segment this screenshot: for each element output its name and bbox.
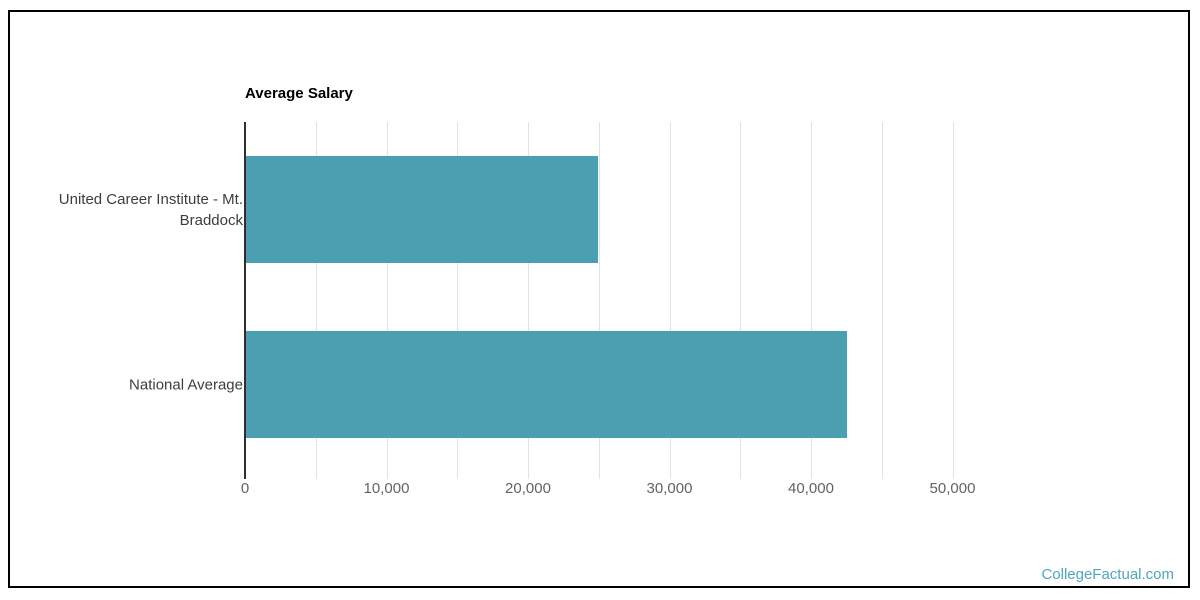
bar-0[interactable] bbox=[246, 156, 599, 263]
gridline bbox=[881, 122, 883, 479]
watermark-link[interactable]: CollegeFactual.com bbox=[1041, 566, 1174, 583]
bar-1[interactable] bbox=[246, 331, 848, 438]
gridline bbox=[457, 122, 459, 479]
x-tick-label: 50,000 bbox=[929, 480, 976, 497]
gridline bbox=[811, 122, 812, 479]
x-tick-label: 30,000 bbox=[646, 480, 693, 497]
chart-border-frame bbox=[8, 10, 1190, 588]
gridline bbox=[669, 122, 671, 479]
gridline bbox=[386, 122, 388, 479]
gridline bbox=[952, 122, 954, 479]
gridline bbox=[598, 122, 600, 479]
y-axis-line bbox=[244, 122, 246, 479]
plot-area bbox=[244, 122, 1060, 479]
x-tick-label: 10,000 bbox=[363, 480, 410, 497]
category-label: United Career Institute - Mt. Braddock bbox=[58, 190, 243, 229]
category-label: National Average bbox=[129, 376, 243, 393]
gridline bbox=[740, 122, 742, 479]
gridline bbox=[528, 122, 529, 479]
x-tick-label: 40,000 bbox=[788, 480, 834, 497]
chart-title: Average Salary bbox=[245, 85, 353, 102]
gridline bbox=[315, 122, 317, 479]
x-tick-label: 0 bbox=[240, 480, 250, 497]
x-tick-label: 20,000 bbox=[505, 480, 551, 497]
